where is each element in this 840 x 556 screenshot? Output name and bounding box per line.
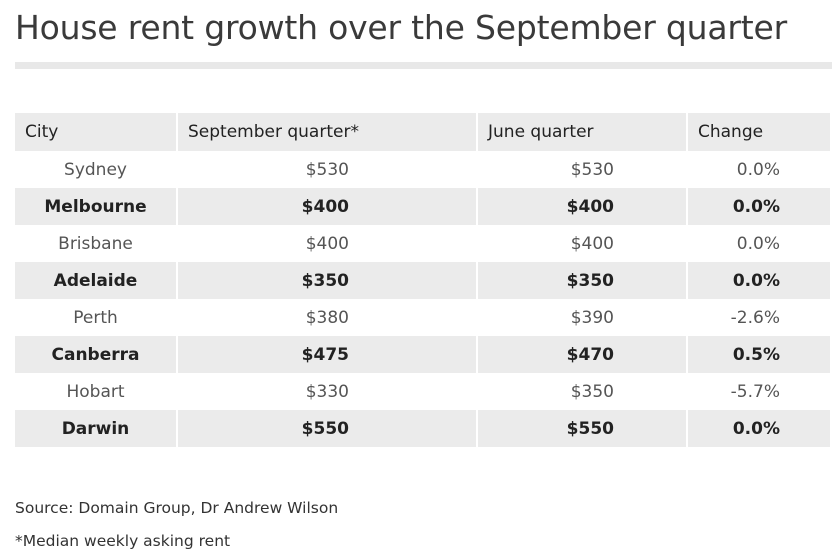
cell-change: 0.0% [687,151,830,188]
cell-june: $470 [477,336,688,373]
cell-city: Sydney [15,151,178,188]
cell-change: -2.6% [687,299,830,336]
column-header-june: June quarter [477,113,688,151]
table-header-row: City September quarter* June quarter Cha… [15,113,830,151]
title-divider [15,62,832,69]
cell-june: $400 [477,225,688,262]
table-row: Adelaide $350 $350 0.0% [15,262,830,299]
table-row: Brisbane $400 $400 0.0% [15,225,830,262]
cell-june: $550 [477,410,688,447]
table-row: Hobart $330 $350 -5.7% [15,373,830,410]
column-header-city: City [15,113,178,151]
cell-city: Melbourne [15,188,178,225]
rent-table: City September quarter* June quarter Cha… [15,113,830,447]
cell-june: $350 [477,262,688,299]
cell-september: $330 [177,373,478,410]
cell-september: $380 [177,299,478,336]
cell-change: 0.0% [687,262,830,299]
table-row: Melbourne $400 $400 0.0% [15,188,830,225]
cell-city: Brisbane [15,225,178,262]
cell-city: Canberra [15,336,178,373]
cell-change: 0.0% [687,410,830,447]
cell-june: $390 [477,299,688,336]
source-note: Source: Domain Group, Dr Andrew Wilson [15,499,339,517]
table-row: Darwin $550 $550 0.0% [15,410,830,447]
footnote: *Median weekly asking rent [15,532,231,550]
cell-september: $530 [177,151,478,188]
cell-change: -5.7% [687,373,830,410]
cell-city: Darwin [15,410,178,447]
table-row: Perth $380 $390 -2.6% [15,299,830,336]
cell-june: $350 [477,373,688,410]
cell-city: Perth [15,299,178,336]
cell-september: $400 [177,225,478,262]
cell-september: $350 [177,262,478,299]
cell-september: $400 [177,188,478,225]
cell-september: $475 [177,336,478,373]
cell-change: 0.0% [687,188,830,225]
column-header-change: Change [687,113,830,151]
page-title: House rent growth over the September qua… [15,8,787,47]
cell-city: Adelaide [15,262,178,299]
cell-september: $550 [177,410,478,447]
cell-june: $400 [477,188,688,225]
column-header-september: September quarter* [177,113,478,151]
table-body: Sydney $530 $530 0.0% Melbourne $400 $400 0.0% B… [15,151,830,447]
table-row: Sydney $530 $530 0.0% [15,151,830,188]
cell-change: 0.0% [687,225,830,262]
cell-city: Hobart [15,373,178,410]
table-row: Canberra $475 $470 0.5% [15,336,830,373]
cell-june: $530 [477,151,688,188]
cell-change: 0.5% [687,336,830,373]
